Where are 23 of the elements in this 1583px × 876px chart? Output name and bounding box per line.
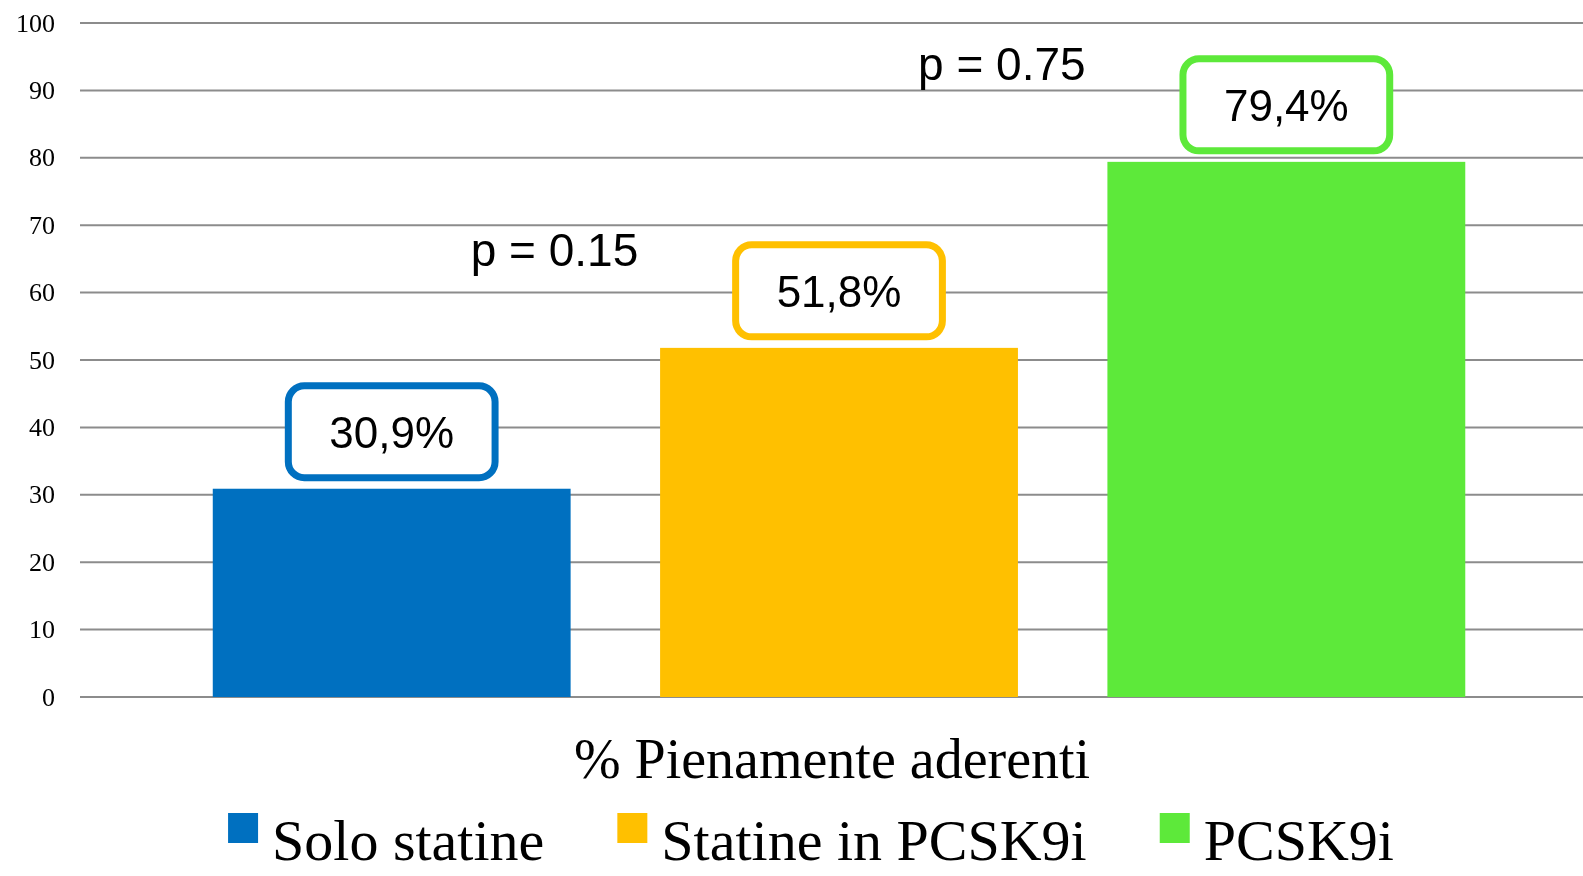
- bar: [212, 488, 571, 697]
- data-label: 79,4%: [1223, 80, 1349, 130]
- bar: [660, 347, 1018, 697]
- y-tick-label: 80: [29, 143, 55, 173]
- y-tick-label: 0: [42, 682, 55, 712]
- legend-label: PCSK9i: [1203, 808, 1394, 873]
- legend-label: Solo statine: [272, 808, 545, 873]
- y-tick-label: 90: [29, 75, 55, 105]
- legend-label: Statine in PCSK9i: [661, 808, 1087, 873]
- annotation: p = 0.75: [918, 37, 1086, 90]
- y-tick-label: 100: [16, 8, 55, 38]
- y-tick-label: 70: [29, 210, 55, 240]
- annotation: p = 0.15: [470, 223, 639, 276]
- y-tick-label: 60: [29, 278, 55, 308]
- data-label: 30,9%: [329, 407, 455, 457]
- y-tick-label: 10: [29, 615, 55, 645]
- x-tick-label: % Pienamente aderenti: [573, 728, 1091, 790]
- data-label: 51,8%: [776, 266, 902, 316]
- y-tick-label: 50: [29, 345, 55, 375]
- y-tick-label: 30: [29, 480, 55, 510]
- y-tick-label: 40: [29, 412, 55, 442]
- bar: [1107, 161, 1466, 697]
- y-tick-label: 20: [29, 547, 55, 577]
